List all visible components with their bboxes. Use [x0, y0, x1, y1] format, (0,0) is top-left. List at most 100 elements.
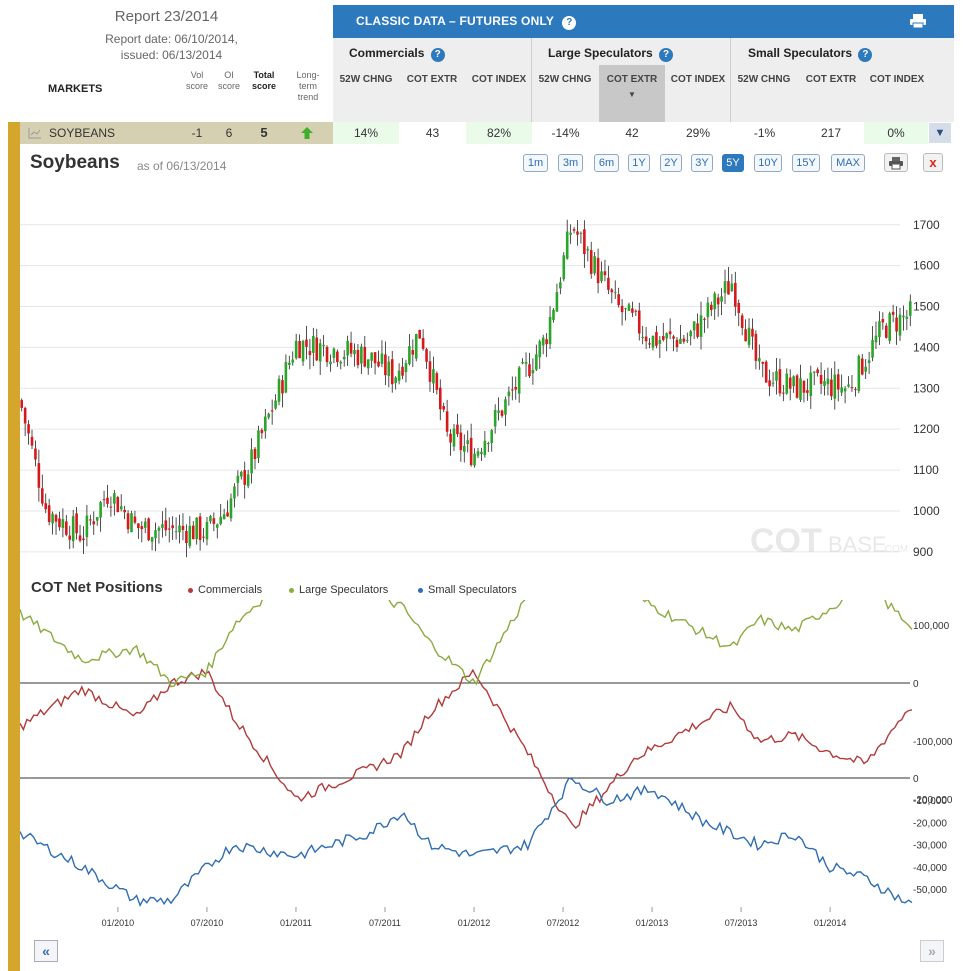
range-1m-button[interactable]: 1m — [523, 154, 548, 172]
col-cot-extr[interactable]: COT EXTR — [805, 74, 857, 85]
price-candle — [792, 375, 795, 393]
price-candle — [294, 333, 298, 360]
price-candle — [68, 525, 72, 550]
price-candle — [167, 517, 171, 543]
price-candle — [730, 274, 734, 293]
price-candle — [325, 345, 329, 367]
price-candle — [723, 269, 727, 305]
price-candle — [778, 358, 782, 397]
price-candle — [830, 368, 833, 401]
print-chart-button[interactable] — [884, 153, 908, 172]
legend-dot-icon — [418, 587, 423, 593]
price-candle — [771, 372, 775, 387]
price-candle — [23, 406, 27, 437]
price-candle — [253, 446, 257, 470]
market-name[interactable]: SOYBEANS — [49, 126, 116, 140]
price-candle — [408, 334, 411, 366]
range-6m-button[interactable]: 6m — [594, 154, 619, 172]
price-candle — [500, 409, 504, 418]
col-cot-extr-sorted[interactable]: COT EXTR ▼ — [599, 65, 665, 122]
chart-title: Soybeans — [30, 152, 120, 173]
price-candle — [860, 354, 864, 376]
price-y-tick: 900 — [913, 545, 933, 559]
price-candle — [195, 517, 198, 545]
small-cot-extr: 217 — [798, 122, 864, 144]
next-page-button[interactable]: » — [920, 940, 944, 962]
price-candle — [137, 523, 140, 539]
cot-y-tick: -100,000 — [913, 737, 953, 748]
cot-net-positions-chart[interactable]: 200,000100,0000-100,000-200,0000-10,000-… — [20, 600, 960, 935]
price-candle — [497, 397, 500, 421]
price-candle — [202, 528, 205, 543]
price-candle — [806, 378, 809, 401]
price-candle — [421, 329, 425, 351]
previous-page-button[interactable]: « — [34, 940, 58, 962]
watermark-main: COT — [750, 522, 822, 560]
print-icon[interactable] — [909, 13, 927, 29]
price-candle — [229, 493, 233, 522]
x-tick-label: 01/2014 — [814, 918, 847, 928]
price-candle — [541, 334, 545, 355]
group-divider — [730, 38, 731, 144]
price-candle — [476, 447, 480, 459]
col-cot-index[interactable]: COT INDEX — [869, 74, 925, 85]
help-icon[interactable]: ? — [659, 48, 674, 62]
price-candle — [404, 359, 408, 383]
col-cot-index[interactable]: COT INDEX — [670, 74, 726, 85]
range-2y-button[interactable]: 2Y — [660, 154, 682, 172]
col-52w-chng[interactable]: 52W CHNG — [339, 74, 393, 85]
large-cot-extr: 42 — [599, 122, 665, 144]
range-15y-button[interactable]: 15Y — [792, 154, 820, 172]
price-candle — [740, 313, 744, 336]
price-candle — [692, 321, 696, 340]
price-chart[interactable]: 900 1000 1100 1200 1300 1400 1500 1600 1700 COT … — [20, 180, 960, 580]
price-candle — [658, 336, 662, 359]
price-candle — [802, 380, 806, 403]
price-candle — [795, 373, 799, 399]
price-candle — [833, 361, 837, 410]
col-52w-chng[interactable]: 52W CHNG — [737, 74, 791, 85]
price-candle — [425, 347, 428, 369]
price-candle — [562, 252, 566, 282]
price-candle — [198, 513, 202, 551]
price-candle — [308, 338, 312, 370]
watermark: COT BASE .COM — [750, 522, 908, 560]
printer-icon — [889, 157, 903, 170]
range-10y-button[interactable]: 10Y — [754, 154, 782, 172]
help-icon[interactable]: ? — [858, 48, 873, 62]
col-cot-index[interactable]: COT INDEX — [471, 74, 527, 85]
legend-small-speculators[interactable]: Small Speculators — [418, 584, 517, 596]
price-candle — [384, 341, 387, 386]
range-3m-button[interactable]: 3m — [558, 154, 583, 172]
col-cot-extr[interactable]: COT EXTR — [406, 74, 458, 85]
price-candle — [902, 305, 905, 331]
market-row-soybeans[interactable] — [20, 122, 334, 144]
legend-commercials[interactable]: Commercials — [188, 584, 262, 596]
oi-score: 6 — [225, 126, 233, 140]
price-candle — [627, 302, 631, 312]
price-candle — [106, 484, 109, 508]
price-candle — [734, 271, 737, 316]
help-icon[interactable]: ? — [562, 16, 577, 30]
price-candle — [161, 511, 164, 538]
range-max-button[interactable]: MAX — [831, 154, 865, 172]
price-candle — [78, 524, 82, 543]
price-candle — [535, 344, 538, 372]
collapse-row-button[interactable]: ▼ — [929, 123, 951, 143]
price-y-tick: 1100 — [913, 463, 939, 477]
price-candle — [181, 513, 185, 541]
cot-y-tick: -20,000 — [913, 818, 947, 829]
vol-score-header: Vol score — [185, 70, 208, 91]
help-icon[interactable]: ? — [430, 48, 445, 62]
range-1y-button[interactable]: 1Y — [628, 154, 650, 172]
range-5y-button[interactable]: 5Y — [722, 154, 744, 172]
price-candle — [58, 511, 61, 531]
range-3y-button[interactable]: 3Y — [691, 154, 713, 172]
price-candle — [710, 301, 713, 317]
col-52w-chng[interactable]: 52W CHNG — [538, 74, 592, 85]
close-chart-button[interactable]: x — [923, 153, 943, 172]
legend-large-speculators[interactable]: Large Speculators — [289, 584, 388, 596]
price-candle — [133, 510, 137, 525]
price-candle — [222, 508, 226, 520]
price-candle — [89, 514, 92, 526]
